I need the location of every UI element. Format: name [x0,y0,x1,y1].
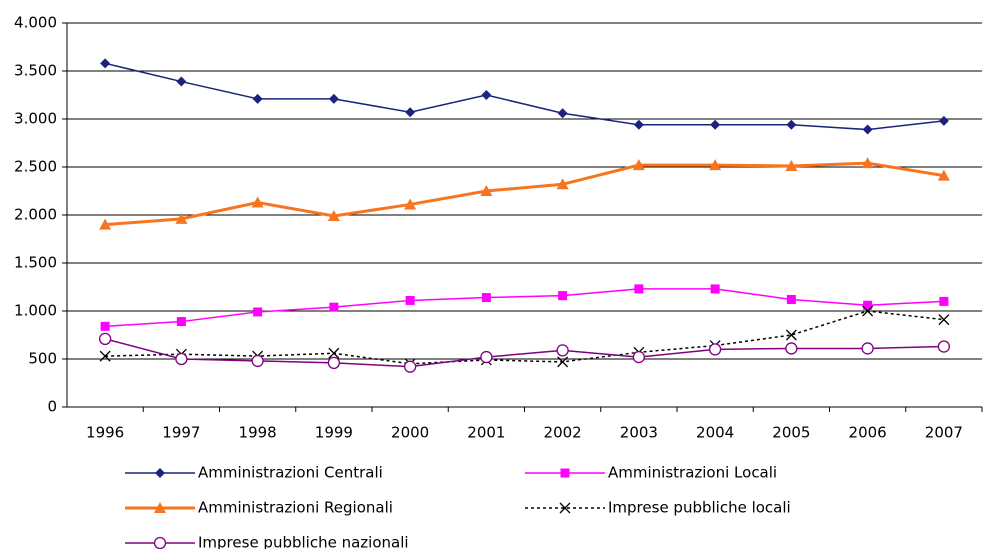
x-tick-label: 2001 [467,424,505,442]
point [556,344,569,357]
x-tick-label: 2004 [696,424,734,442]
point [863,300,873,310]
point [937,169,950,181]
legend-marker [559,502,571,514]
point [786,119,797,130]
point [327,356,341,369]
point [633,119,644,130]
point [176,317,186,327]
point [253,307,263,317]
x-tick-label: 1997 [162,424,200,442]
point [481,293,491,303]
point [251,196,264,208]
point [252,93,263,104]
x-tick-label: 1999 [315,424,353,442]
point [632,350,646,364]
series-line [105,161,945,227]
y-tick-label: 1.000 [14,302,57,320]
point [403,360,417,373]
y-tick-label: 2.500 [14,158,57,176]
x-tick-label: 2002 [544,424,582,442]
point [100,58,111,69]
point [176,76,187,87]
point [480,185,493,196]
x-tick-label: 1996 [86,424,124,442]
legend-marker [154,502,166,513]
point [632,159,645,171]
y-tick-label: 1.500 [14,254,57,272]
point [327,209,340,221]
point [175,212,188,224]
point [99,350,111,362]
x-tick-label: 2007 [925,424,963,442]
point [786,294,796,304]
legend-marker [153,536,167,549]
legend-label: Imprese pubbliche nazionali [198,534,409,549]
point [405,295,415,305]
legend-label: Amministrazioni Regionali [198,499,393,517]
point [938,314,950,326]
point [404,198,417,210]
point [785,329,797,341]
point [785,160,798,172]
x-tick-label: 2003 [620,424,658,442]
legend-label: Imprese pubbliche locali [608,499,791,517]
point [710,119,721,130]
x-tick-label: 2005 [772,424,810,442]
point [557,108,568,119]
point [634,284,644,294]
point [405,107,416,118]
point [557,356,569,368]
point [328,93,339,104]
y-tick-label: 3.500 [14,62,57,80]
point [938,115,949,126]
y-tick-label: 500 [28,350,57,368]
point [709,159,722,171]
x-tick-label: 2000 [391,424,429,442]
point [862,305,874,317]
y-tick-label: 4.000 [14,14,57,32]
point [329,302,339,312]
point [785,342,798,355]
y-tick-label: 3.000 [14,110,57,128]
y-tick-label: 0 [47,398,57,416]
point [481,90,492,100]
point [939,296,949,306]
point [98,332,112,345]
point [556,178,569,190]
series-line [104,338,944,368]
point [328,347,340,359]
y-tick-label: 2.000 [14,206,57,224]
point [100,321,110,331]
legend-marker [560,468,570,478]
series-line [105,288,944,328]
series-line [105,310,944,365]
x-tick-label: 2006 [849,424,887,442]
legend-label: Amministrazioni Centrali [198,464,383,482]
x-tick-label: 1998 [239,424,277,442]
point [558,291,568,301]
series-line [104,62,944,131]
point [99,218,112,230]
legend-marker [155,468,165,478]
point [710,284,720,294]
point [175,352,188,366]
point [861,342,874,355]
legend-label: Amministrazioni Locali [608,464,777,482]
point [862,124,873,135]
point [251,354,264,368]
point [861,157,874,169]
point [708,343,722,356]
point [937,340,951,353]
point [480,350,493,364]
